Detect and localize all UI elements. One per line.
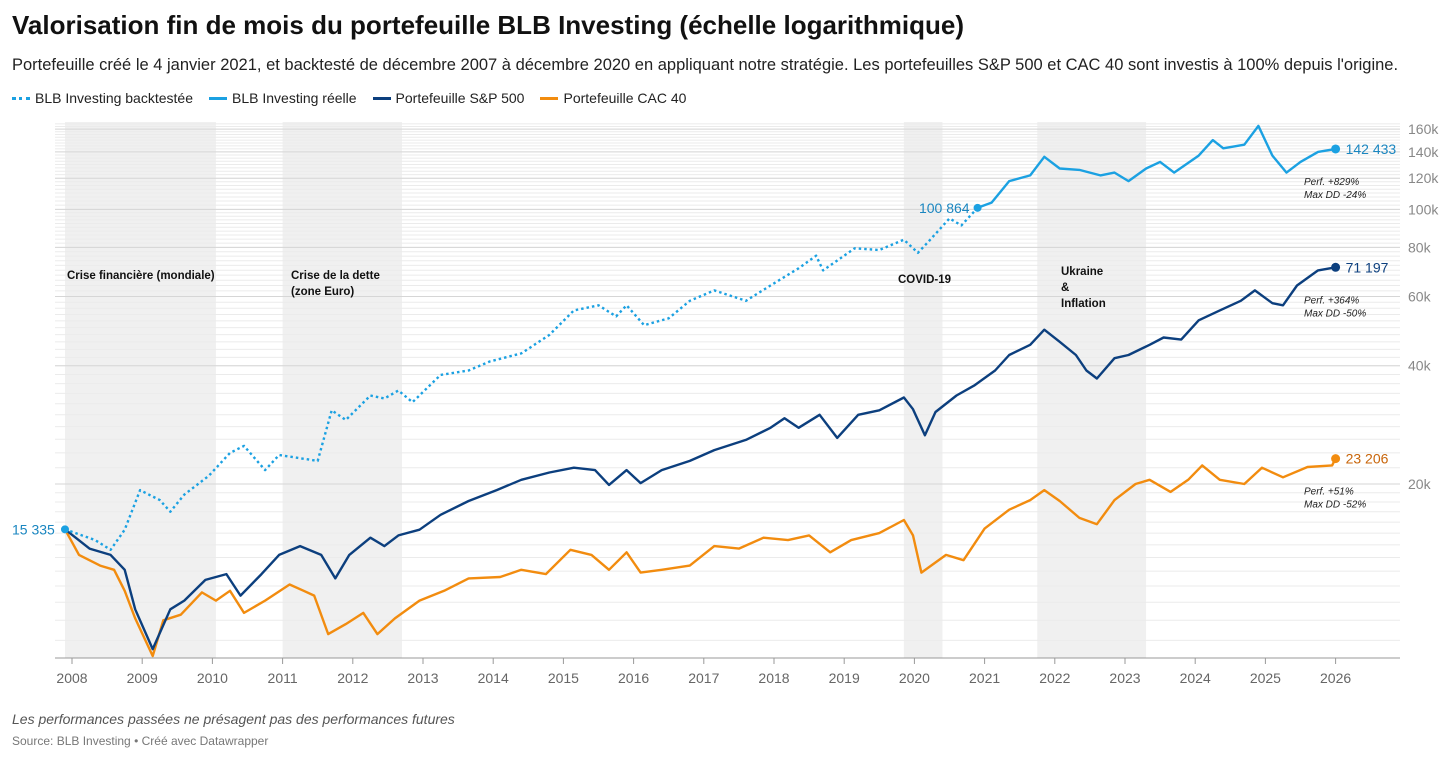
start-marker	[60, 525, 69, 534]
max-dd-annotation: Max DD -24%	[1304, 190, 1366, 201]
legend-item-backtest: BLB Investing backtestée	[12, 90, 193, 106]
disclaimer-note: Les performances passées ne présagent pa…	[12, 711, 455, 727]
legend-item-sp500: Portefeuille S&P 500	[372, 90, 525, 106]
x-tick-label: 2011	[268, 670, 298, 686]
series-end-value: 71 197	[1346, 259, 1389, 275]
max-dd-annotation: Max DD -50%	[1304, 308, 1366, 319]
period-label: Crise financière (mondiale)	[67, 270, 215, 282]
legend-label: Portefeuille S&P 500	[395, 90, 525, 106]
perf-annotation: Perf. +364%	[1304, 295, 1359, 306]
y-tick-label: 80k	[1408, 239, 1432, 255]
y-tick-label: 100k	[1408, 201, 1439, 217]
series-end-marker	[1331, 144, 1341, 154]
y-tick-label: 160k	[1408, 121, 1439, 137]
period-label: COVID-19	[898, 274, 951, 286]
legend-label: Portefeuille CAC 40	[563, 90, 687, 106]
x-tick-label: 2022	[1039, 670, 1070, 686]
period-label: &	[1061, 282, 1069, 294]
x-tick-label: 2021	[969, 670, 1000, 686]
shaded-period	[903, 122, 943, 658]
series-line-2	[64, 266, 1336, 651]
chart-subtitle: Portefeuille créé le 4 janvier 2021, et …	[12, 56, 1399, 74]
x-tick-label: 2013	[407, 670, 438, 686]
chart-title: Valorisation fin de mois du portefeuille…	[12, 10, 965, 40]
max-dd-annotation: Max DD -52%	[1304, 500, 1366, 511]
period-label: (zone Euro)	[291, 286, 354, 298]
x-tick-label: 2015	[548, 670, 579, 686]
legend: BLB Investing backtestée BLB Investing r…	[12, 90, 686, 106]
legend-item-real: BLB Investing réelle	[209, 90, 357, 106]
legend-swatch	[209, 96, 227, 100]
period-label: Ukraine	[1061, 266, 1103, 278]
x-tick-label: 2023	[1109, 670, 1140, 686]
y-tick-label: 60k	[1408, 288, 1432, 304]
y-tick-label: 20k	[1408, 476, 1432, 492]
series-line-0	[64, 206, 979, 551]
legend-swatch	[540, 96, 559, 100]
legend-item-cac40: Portefeuille CAC 40	[540, 90, 686, 106]
legend-swatch	[372, 96, 391, 100]
x-tick-label: 2020	[899, 670, 930, 686]
x-tick-label: 2009	[127, 670, 158, 686]
x-tick-label: 2012	[337, 670, 368, 686]
x-tick-label: 2008	[56, 670, 87, 686]
series-end-value: 142 433	[1346, 141, 1397, 157]
shaded-period	[282, 122, 402, 658]
series-line-3	[63, 458, 1337, 658]
x-tick-label: 2019	[829, 670, 860, 686]
legend-label: BLB Investing réelle	[232, 90, 357, 106]
x-tick-label: 2025	[1250, 670, 1281, 686]
legend-swatch	[12, 96, 30, 100]
x-tick-label: 2014	[478, 670, 509, 686]
x-tick-label: 2010	[197, 670, 228, 686]
x-tick-label: 2016	[618, 670, 649, 686]
period-label: Crise de la dette	[291, 270, 380, 282]
backtest-end-marker	[973, 203, 982, 212]
perf-annotation: Perf. +51%	[1304, 487, 1354, 498]
shaded-period	[1037, 122, 1147, 658]
x-tick-label: 2017	[688, 670, 719, 686]
x-tick-label: 2024	[1180, 670, 1211, 686]
series-line-1	[977, 124, 1336, 209]
series-end-marker	[1331, 454, 1341, 464]
shaded-period	[64, 122, 216, 658]
y-tick-label: 120k	[1408, 170, 1439, 186]
x-tick-label: 2018	[758, 670, 789, 686]
backtest-end-label: 100 864	[919, 200, 970, 216]
series-end-value: 23 206	[1346, 451, 1389, 467]
legend-label: BLB Investing backtestée	[35, 90, 193, 106]
period-label: Inflation	[1061, 298, 1106, 310]
start-value-label: 15 335	[12, 521, 55, 537]
y-tick-label: 140k	[1408, 144, 1439, 160]
source-credit: Source: BLB Investing • Créé avec Datawr…	[12, 734, 269, 748]
series-end-marker	[1331, 262, 1341, 272]
y-tick-label: 40k	[1408, 358, 1432, 374]
perf-annotation: Perf. +829%	[1304, 177, 1359, 188]
x-tick-label: 2026	[1320, 670, 1351, 686]
